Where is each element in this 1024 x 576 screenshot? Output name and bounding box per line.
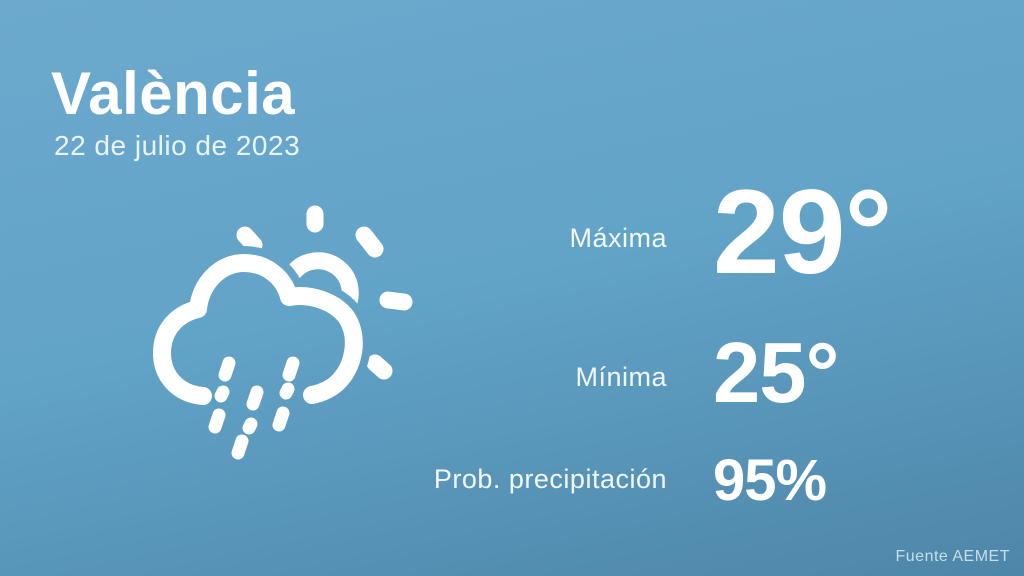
metric-label-minima: Mínima	[575, 362, 667, 392]
metric-value-minima: 25°	[713, 326, 840, 421]
sun-icon-part	[236, 205, 413, 380]
metric-value-maxima: 29°	[713, 165, 892, 299]
metric-label-maxima: Máxima	[569, 223, 667, 253]
page-title: València	[51, 60, 296, 127]
rain-drops-icon-part	[208, 356, 300, 460]
sun-behind-rain-cloud-icon	[153, 205, 413, 460]
metric-value-precipitation: 95%	[713, 448, 827, 513]
source-attribution: Fuente AEMET	[895, 548, 1010, 565]
date-label: 22 de julio de 2023	[54, 130, 301, 161]
metric-label-precipitation: Prob. precipitación	[433, 464, 667, 494]
cloud-icon-part	[153, 254, 363, 405]
